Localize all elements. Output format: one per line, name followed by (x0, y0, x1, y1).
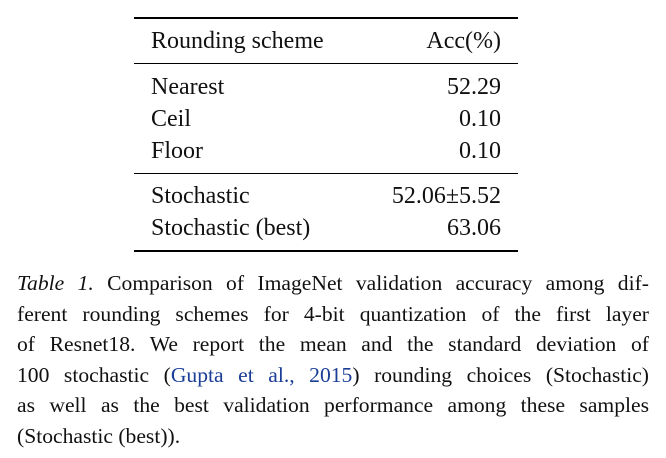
caption-line-6: (Stochastic (best)). (17, 423, 181, 448)
row-ceil-acc: 0.10 (459, 106, 501, 132)
row-nearest-acc: 52.29 (447, 74, 501, 100)
row-stochastic-acc: 52.06±5.52 (391, 183, 501, 209)
header-rounding-scheme: Rounding scheme (151, 28, 324, 54)
header-accuracy: Acc(%) (426, 28, 501, 54)
citation-link[interactable]: Gupta et al., 2015 (170, 362, 353, 387)
row-stochastic-best-scheme: Stochastic (best) (151, 215, 311, 241)
caption-label: Table 1. (17, 271, 94, 295)
caption-text-4a: 100 stochastic ( (17, 362, 171, 387)
row-floor-acc: 0.10 (459, 138, 501, 164)
row-stochastic-best-acc: 63.06 (447, 215, 501, 241)
row-nearest-scheme: Nearest (151, 74, 225, 100)
table-group-rule (134, 173, 518, 174)
table-header-rule (134, 63, 518, 64)
table-caption: Table 1. Comparison of ImageNet validati… (17, 268, 649, 452)
caption-line-1: Table 1. Comparison of ImageNet validati… (17, 268, 649, 299)
table-bottom-rule (134, 250, 518, 252)
caption-line-3: of Resnet18. We report the mean and the … (17, 332, 649, 357)
row-ceil-scheme: Ceil (151, 106, 191, 132)
row-stochastic-scheme: Stochastic (151, 183, 250, 209)
caption-line-5: as well as the best validation performan… (17, 393, 649, 418)
caption-line-2: ferent rounding schemes for 4-bit quanti… (17, 301, 649, 326)
row-floor-scheme: Floor (151, 138, 204, 164)
caption-text-1: Comparison of ImageNet validation accura… (107, 271, 649, 295)
caption-text-4b: ) rounding choices (Stochastic) (352, 362, 650, 387)
caption-line-4: 100 stochastic (Gupta et al., 2015) roun… (17, 360, 649, 391)
table-top-rule (134, 17, 518, 19)
